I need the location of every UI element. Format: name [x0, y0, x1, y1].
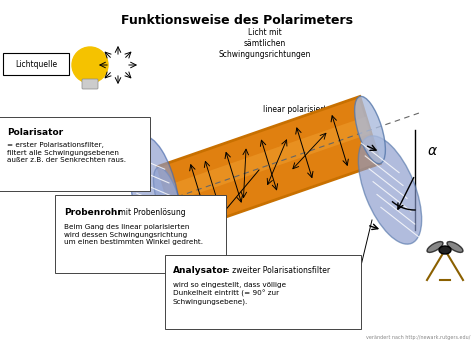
FancyBboxPatch shape: [3, 53, 69, 75]
Text: wird so eingestellt, dass völlige
Dunkelheit eintritt (= 90° zur
Schwingungseben: wird so eingestellt, dass völlige Dunkel…: [173, 282, 286, 305]
Ellipse shape: [130, 136, 180, 254]
FancyBboxPatch shape: [55, 195, 226, 273]
Text: = zweiter Polarisationsfilter: = zweiter Polarisationsfilter: [221, 266, 330, 275]
Text: Licht mit
sämtlichen
Schwingungsrichtungen: Licht mit sämtlichen Schwingungsrichtung…: [219, 28, 311, 59]
Text: Polarisator: Polarisator: [7, 128, 63, 137]
FancyBboxPatch shape: [165, 255, 361, 329]
Ellipse shape: [427, 241, 443, 253]
Text: Analysator: Analysator: [173, 266, 228, 275]
Text: linear polarisiertes Licht: linear polarisiertes Licht: [264, 105, 356, 114]
Text: Probenrohr: Probenrohr: [64, 208, 122, 217]
Text: Beim Gang des linear polarisierten
wird dessen Schwingungsrichtung
um einen best: Beim Gang des linear polarisierten wird …: [64, 224, 203, 245]
Ellipse shape: [439, 246, 451, 254]
FancyBboxPatch shape: [0, 117, 150, 191]
Ellipse shape: [358, 136, 422, 244]
Ellipse shape: [154, 167, 182, 233]
Text: verändert nach http://newark.rutgers.edu/: verändert nach http://newark.rutgers.edu…: [365, 335, 470, 340]
FancyBboxPatch shape: [82, 79, 98, 89]
Text: α: α: [428, 144, 437, 158]
Polygon shape: [158, 97, 380, 234]
Text: mit Probenlösung: mit Probenlösung: [116, 208, 186, 217]
Circle shape: [72, 47, 108, 83]
Text: Funktionsweise des Polarimeters: Funktionsweise des Polarimeters: [121, 14, 353, 27]
Ellipse shape: [355, 96, 385, 164]
Text: Lichtquelle: Lichtquelle: [15, 59, 57, 69]
Ellipse shape: [447, 241, 463, 253]
Polygon shape: [164, 117, 371, 203]
Text: = erster Polarisationsfilter,
filtert alle Schwingungsebenen
außer z.B. der Senk: = erster Polarisationsfilter, filtert al…: [7, 142, 126, 163]
